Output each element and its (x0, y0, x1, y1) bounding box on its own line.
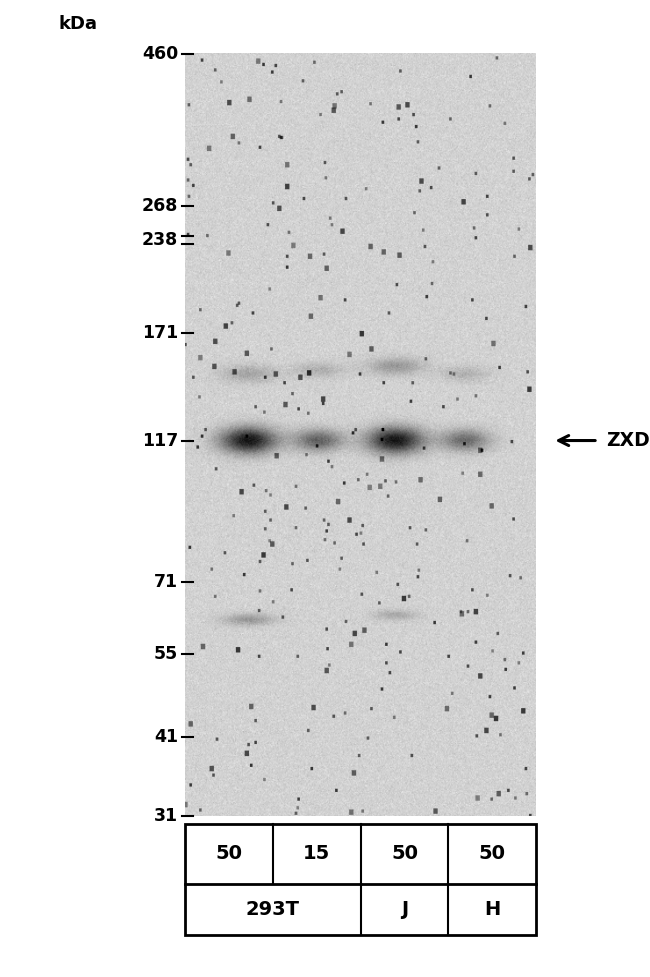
Text: 238: 238 (142, 231, 178, 249)
Text: 15: 15 (304, 844, 330, 864)
Text: 31: 31 (154, 807, 178, 825)
Text: H: H (484, 900, 500, 919)
Text: 71: 71 (154, 573, 178, 591)
Bar (185, 824, 536, 935)
Text: 117: 117 (142, 432, 178, 449)
Text: 268: 268 (142, 197, 178, 215)
Text: 50: 50 (216, 844, 242, 864)
Text: 293T: 293T (246, 900, 300, 919)
Text: 41: 41 (154, 728, 178, 745)
Text: 55: 55 (154, 645, 178, 662)
Text: kDa: kDa (58, 16, 98, 33)
Text: 50: 50 (479, 844, 506, 864)
Text: J: J (401, 900, 408, 919)
Text: ZXDA: ZXDA (606, 431, 650, 450)
Text: 50: 50 (391, 844, 418, 864)
Text: 460: 460 (142, 45, 178, 63)
Text: 171: 171 (142, 324, 178, 342)
